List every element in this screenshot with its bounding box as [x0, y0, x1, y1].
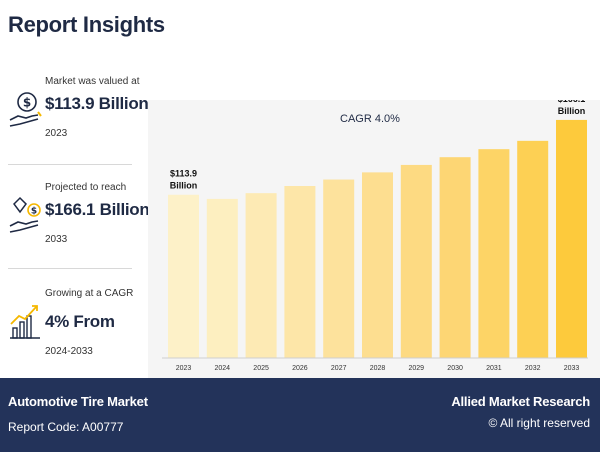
- x-tick-2024: 2024: [215, 365, 231, 372]
- page-title: Report Insights: [8, 12, 165, 37]
- copyright: © All right reserved: [488, 416, 590, 430]
- x-tick-2031: 2031: [486, 365, 502, 372]
- bar-2032: [517, 140, 549, 358]
- data-label-value: $166.1: [558, 100, 586, 104]
- stat-year: 2033: [45, 234, 68, 245]
- bar-2030: [439, 157, 471, 358]
- stat-label: Market was valued at: [45, 76, 140, 87]
- bar-2027: [323, 179, 355, 358]
- x-tick-2033: 2033: [564, 365, 580, 372]
- stat-value: $166.1 Billion: [45, 200, 150, 219]
- bar-2026: [284, 186, 316, 358]
- bar-chart: CAGR 4.0% 2023 2024 2025 2026 2027 2028 2029 203…: [148, 100, 600, 378]
- stat-value: $113.9 Billion: [45, 94, 149, 113]
- stat-year: 2023: [45, 128, 68, 139]
- footer: Automotive Tire Market Report Code: A007…: [0, 378, 600, 452]
- svg-text:$: $: [31, 207, 37, 217]
- x-tick-2030: 2030: [447, 365, 463, 372]
- bar-2028: [362, 172, 393, 358]
- x-tick-2023: 2023: [176, 365, 192, 372]
- report-code: Report Code: A00777: [8, 420, 124, 434]
- chart-title: CAGR 4.0%: [340, 113, 400, 125]
- brand-name: Allied Market Research: [451, 394, 590, 409]
- svg-text:$: $: [23, 96, 31, 110]
- x-tick-2032: 2032: [525, 365, 541, 372]
- x-tick-2028: 2028: [370, 365, 386, 372]
- bar-2033: [556, 119, 587, 358]
- x-tick-2029: 2029: [409, 365, 425, 372]
- growth-chart-icon: [8, 302, 42, 342]
- x-tick-2025: 2025: [253, 365, 269, 372]
- stat-market-value: $ Market was valued at $113.9 Billion 20…: [8, 76, 149, 156]
- diamond-hand-icon: $: [8, 196, 42, 236]
- stats-panel: $ Market was valued at $113.9 Billion 20…: [0, 58, 150, 378]
- stat-projected-value: $ Projected to reach $166.1 Billion 2033: [8, 182, 150, 262]
- x-tick-2026: 2026: [292, 365, 308, 372]
- stat-label: Growing at a CAGR: [45, 288, 134, 299]
- money-hand-icon: $: [8, 90, 42, 130]
- divider: [8, 268, 132, 269]
- bar-2031: [478, 149, 510, 358]
- data-label-unit: Billion: [170, 181, 198, 191]
- divider: [8, 164, 132, 165]
- market-name: Automotive Tire Market: [8, 394, 148, 409]
- data-label-value: $113.9: [170, 169, 197, 179]
- bar-chart-svg: CAGR 4.0% 2023 2024 2025 2026 2027 2028 2029 203…: [162, 100, 588, 372]
- bar-2023: [168, 194, 199, 358]
- bar-2024: [206, 198, 238, 358]
- stat-cagr: Growing at a CAGR 4% From 2024-2033: [8, 288, 134, 368]
- bar-2029: [400, 164, 432, 358]
- stat-label: Projected to reach: [45, 182, 127, 193]
- stat-value: 4% From: [45, 312, 115, 331]
- x-tick-2027: 2027: [331, 365, 347, 372]
- stat-years: 2024-2033: [45, 346, 93, 357]
- data-label-unit: Billion: [558, 106, 586, 116]
- bar-2025: [245, 193, 277, 358]
